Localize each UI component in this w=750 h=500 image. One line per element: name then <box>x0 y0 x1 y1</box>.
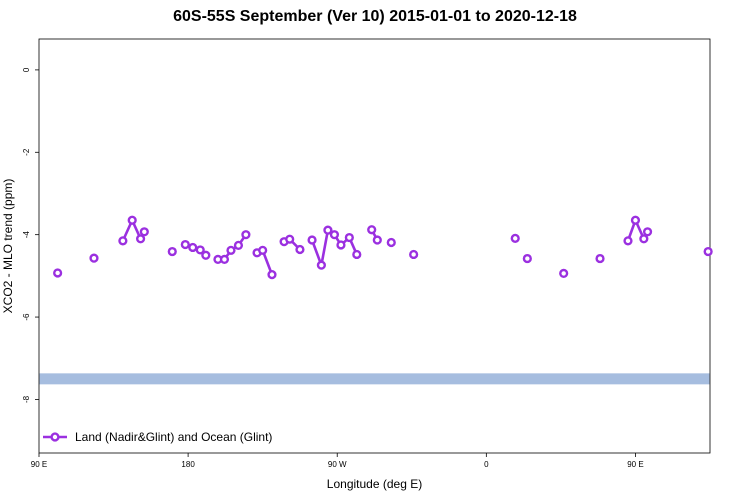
data-point <box>167 246 177 257</box>
data-point <box>226 245 236 255</box>
legend-label: Land (Nadir&Glint) and Ocean (Glint) <box>75 430 272 444</box>
plot-frame <box>38 38 711 454</box>
data-point <box>219 254 230 264</box>
y-axis-label: XCO2 - MLO trend (ppm) <box>1 179 15 314</box>
data-point <box>623 236 633 246</box>
chart-title: 60S-55S September (Ver 10) 2015-01-01 to… <box>173 8 577 25</box>
x-tick-label: 90 W <box>328 460 347 469</box>
data-point <box>188 242 198 253</box>
series-layer <box>53 215 713 280</box>
data-point <box>258 245 268 255</box>
data-point <box>127 215 137 225</box>
x-tick-label: 180 <box>181 460 195 469</box>
data-point <box>135 234 146 244</box>
y-axis: 0 -2 -4 -6 -8 <box>22 67 39 403</box>
x-tick-label: 90 E <box>31 460 47 469</box>
band-layer <box>39 373 710 385</box>
data-point <box>180 239 190 250</box>
data-point <box>139 227 149 237</box>
data-point <box>195 245 205 255</box>
legend: Land (Nadir&Glint) and Ocean (Glint) <box>43 430 272 444</box>
data-point <box>241 230 251 240</box>
x-tick-label: 90 E <box>627 460 643 469</box>
data-point <box>201 250 211 260</box>
data-point <box>642 227 653 237</box>
data-point <box>595 253 605 264</box>
x-axis: 90 E 180 90 W 0 90 E <box>31 453 644 469</box>
data-point <box>267 270 277 280</box>
data-point <box>386 237 396 248</box>
data-point <box>233 240 244 250</box>
data-point <box>316 260 326 270</box>
data-point <box>367 225 377 235</box>
data-point <box>510 233 520 243</box>
data-point <box>703 246 713 257</box>
data-point <box>285 234 295 244</box>
y-tick-label: -2 <box>22 148 31 156</box>
data-point <box>639 234 649 244</box>
y-tick-label: -4 <box>22 231 31 239</box>
data-point <box>307 235 317 245</box>
y-tick-label: -6 <box>22 313 31 321</box>
x-axis-label: Longitude (deg E) <box>327 477 422 491</box>
y-tick-label: -8 <box>22 395 31 403</box>
data-point <box>336 240 346 250</box>
reference-band <box>39 373 710 385</box>
data-point <box>53 268 63 278</box>
data-point <box>630 215 641 225</box>
data-point <box>372 235 382 245</box>
data-point <box>352 249 362 260</box>
data-point <box>409 249 419 260</box>
legend-marker <box>50 432 60 442</box>
data-point <box>522 253 532 264</box>
data-point <box>559 268 569 278</box>
data-point <box>329 230 340 240</box>
data-point <box>344 232 354 243</box>
y-tick-label: 0 <box>22 67 31 72</box>
data-point <box>323 225 333 235</box>
data-point <box>295 244 305 255</box>
data-point <box>118 236 128 246</box>
x-tick-label: 0 <box>484 460 489 469</box>
data-point <box>89 253 99 263</box>
